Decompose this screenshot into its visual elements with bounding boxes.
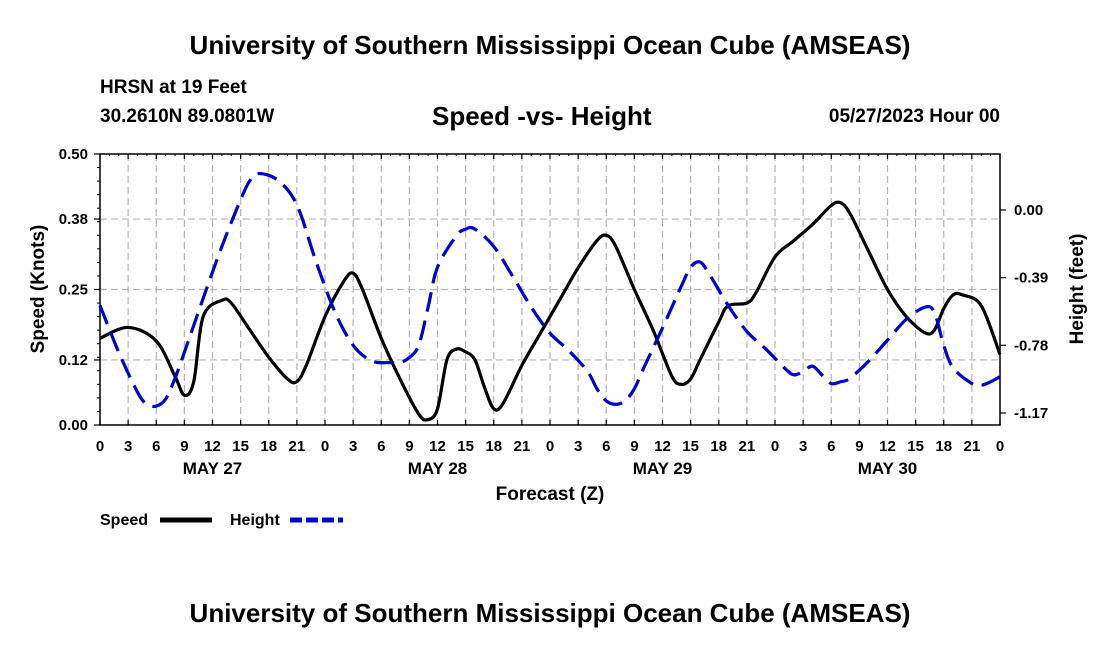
x-tick-label: 15: [232, 438, 249, 455]
x-tick-label: 6: [827, 438, 835, 455]
x-tick-label: 18: [935, 438, 952, 455]
forecast-datetime: 05/27/2023 Hour 00: [828, 106, 1000, 127]
x-tick-label: 18: [485, 438, 502, 455]
x-tick-label: 0: [996, 438, 1004, 455]
footer-title: University of Southern Mississippi Ocean…: [189, 598, 911, 628]
x-tick-label: 3: [349, 438, 357, 455]
x-tick-label: 6: [152, 438, 160, 455]
day-label: MAY 28: [408, 459, 468, 478]
x-tick-label: 0: [96, 438, 104, 455]
x-tick-label: 9: [405, 438, 413, 455]
station-label: HRSN at 19 Feet: [100, 77, 247, 98]
x-tick-label: 21: [289, 438, 306, 455]
station-coordinates: 30.2610N 89.0801W: [100, 106, 275, 127]
y-axis-label: Speed (Knots): [28, 225, 49, 354]
height-series-line: [98, 171, 1001, 409]
page-title: University of Southern Mississippi Ocean…: [189, 30, 911, 60]
y2-tick-label: 0.00: [1014, 202, 1043, 219]
legend: Speed Height: [100, 512, 343, 529]
x-tick-label: 3: [799, 438, 807, 455]
day-label: MAY 30: [858, 459, 918, 478]
x-tick-label: 15: [457, 438, 474, 455]
x-tick-label: 9: [630, 438, 638, 455]
day-label: MAY 27: [183, 459, 243, 478]
x-tick-label: 18: [260, 438, 277, 455]
x-tick-label: 0: [321, 438, 329, 455]
x-tick-label: 6: [602, 438, 610, 455]
x-tick-label: 3: [574, 438, 582, 455]
x-tick-label: 9: [180, 438, 188, 455]
speed-series-line: [99, 200, 1002, 422]
x-tick-label: 18: [710, 438, 727, 455]
x-tick-label: 21: [739, 438, 756, 455]
y2-tick-label: -1.17: [1014, 405, 1048, 422]
y-tick-label: 0.00: [59, 417, 88, 434]
day-label: MAY 29: [633, 459, 693, 478]
x-tick-label: 0: [771, 438, 779, 455]
x-tick-label: 12: [204, 438, 221, 455]
y-tick-label: 0.38: [59, 211, 88, 228]
x-axis-label: Forecast (Z): [496, 484, 605, 505]
chart-subtitle: Speed -vs- Height: [432, 101, 652, 131]
x-tick-label: 21: [514, 438, 531, 455]
y-tick-label: 0.12: [59, 352, 88, 369]
legend-height-label: Height: [230, 512, 280, 529]
legend-speed-label: Speed: [100, 512, 148, 529]
y2-tick-label: -0.78: [1014, 337, 1048, 354]
ticks-layer: [94, 153, 1006, 426]
y-tick-label: 0.50: [59, 146, 88, 163]
x-tick-label: 9: [855, 438, 863, 455]
x-tick-label: 15: [682, 438, 699, 455]
y-tick-label: 0.25: [59, 282, 88, 299]
x-tick-label: 21: [964, 438, 981, 455]
x-tick-label: 6: [377, 438, 385, 455]
x-tick-label: 15: [907, 438, 924, 455]
x-tick-label: 12: [879, 438, 896, 455]
x-tick-label: 0: [546, 438, 554, 455]
x-tick-label: 3: [124, 438, 132, 455]
series-layer: [98, 171, 1002, 422]
x-tick-label: 12: [429, 438, 446, 455]
grid-layer: [100, 154, 1000, 425]
x-tick-label: 12: [654, 438, 671, 455]
y2-tick-label: -0.39: [1014, 270, 1048, 287]
labels-layer: 0 3 6 9 12 15 18 21 0 3 6 9 12 15 18 21 0 3 6 9 12 15 18 21 0 3 6 9…: [59, 146, 1048, 478]
y2-axis-label: Height (feet): [1067, 234, 1088, 345]
